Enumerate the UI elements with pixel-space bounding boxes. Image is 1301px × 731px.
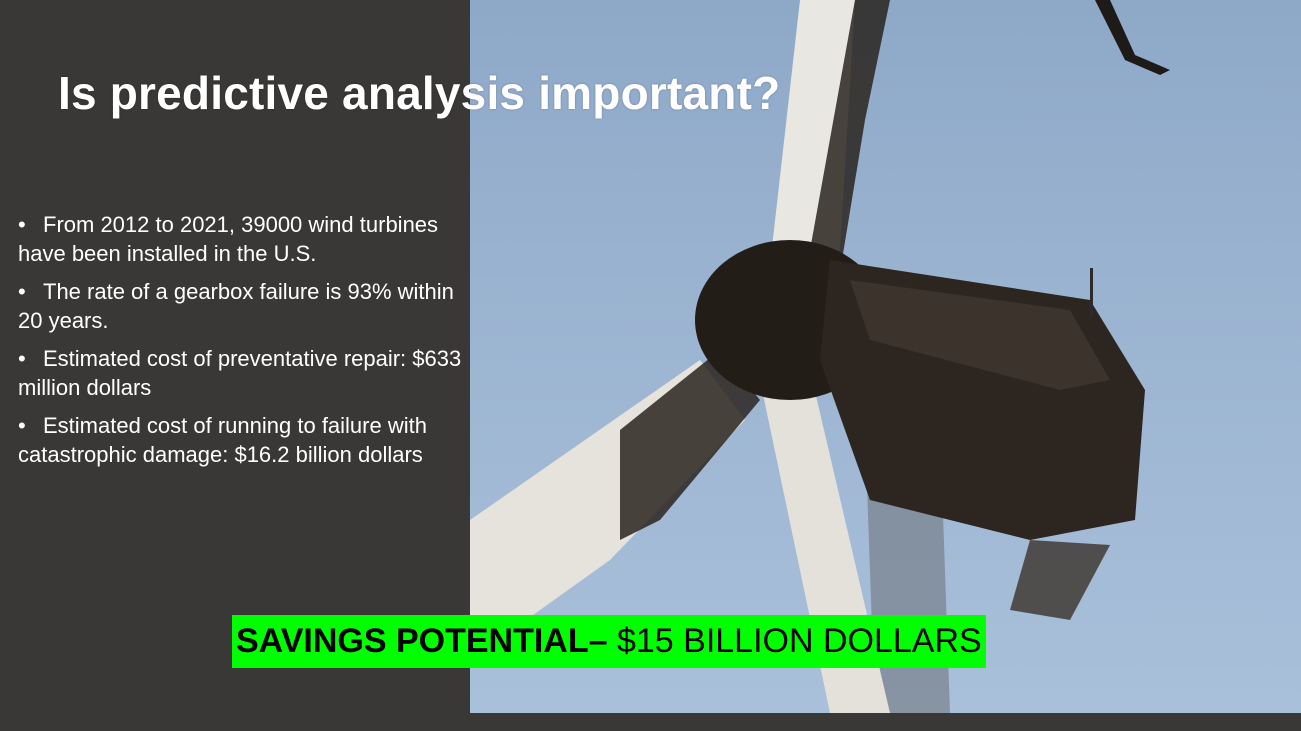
bullet-item: • The rate of a gearbox failure is 93% wi… [18,277,468,335]
bullet-marker: • [18,413,26,438]
bullet-text: From 2012 to 2021, 39000 wind turbines h… [18,212,439,266]
hanging-debris [1010,540,1110,620]
left-panel [0,0,470,731]
savings-value: $15 BILLION DOLLARS [607,622,982,660]
antenna [1090,268,1093,318]
bullet-text: The rate of a gearbox failure is 93% wit… [18,279,454,333]
bullet-marker: • [18,279,26,304]
bullet-marker: • [18,346,26,371]
savings-banner: SAVINGS POTENTIAL– $15 BILLION DOLLARS [232,615,986,668]
bullet-marker: • [18,212,26,237]
bullet-text: Estimated cost of preventative repair: $… [18,346,462,400]
debris-top [1095,0,1170,75]
burned-wind-turbine-photo [470,0,1301,713]
slide-title: Is predictive analysis important? [58,67,781,119]
bullet-text: Estimated cost of running to failure wit… [18,413,427,467]
bullet-item: • Estimated cost of preventative repair: … [18,344,468,402]
nacelle-frame [850,280,1110,390]
upper-blade-burn [810,0,890,260]
savings-label: SAVINGS POTENTIAL– [236,622,608,660]
left-blade-burn [620,350,760,540]
bullet-item: • Estimated cost of running to failure wi… [18,411,468,469]
bullet-item: • From 2012 to 2021, 39000 wind turbines … [18,210,468,268]
bullet-list: • From 2012 to 2021, 39000 wind turbines … [18,210,468,478]
